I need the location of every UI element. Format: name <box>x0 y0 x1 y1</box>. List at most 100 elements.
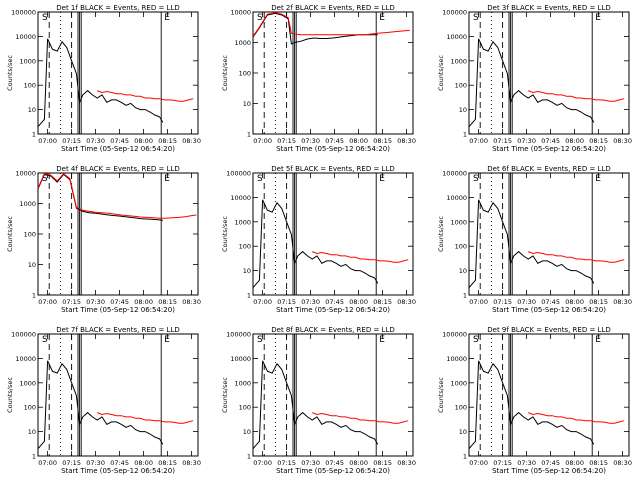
det-2f-start-mark: S <box>257 13 263 23</box>
det-7f-lld-line <box>97 412 194 424</box>
det-5f-x-tick-label: 08:00 <box>349 298 368 306</box>
det-4f-x-tick-label: 07:00 <box>38 298 57 306</box>
det-6f-title: Det 6f BLACK = Events, RED = LLD <box>487 165 610 173</box>
det-1f-y-tick-label: 100 <box>24 82 36 90</box>
det-5f-title: Det 5f BLACK = Events, RED = LLD <box>271 165 394 173</box>
det-9f-y-tick-label: 1 <box>463 453 467 461</box>
det-7f-x-label: Start Time (05-Sep-12 06:54:20) <box>61 467 175 475</box>
det-4f-x-label: Start Time (05-Sep-12 06:54:20) <box>61 306 175 314</box>
det-2f-end-mark: E <box>379 13 385 23</box>
det-7f-frame <box>37 333 199 457</box>
det-1f-x-tick-label: 07:15 <box>62 137 81 145</box>
det-8f-x-tick-label: 07:15 <box>277 459 296 467</box>
det-6f-end-mark: E <box>595 174 601 184</box>
det-9f-frame <box>468 333 630 457</box>
det-7f-x-tick-label: 07:00 <box>38 459 57 467</box>
det-2f-frame <box>252 11 414 135</box>
det-7f-y-tick-label: 10000 <box>15 355 36 363</box>
det-1f-events-line <box>37 38 164 128</box>
det-1f-x-tick-label: 08:30 <box>182 137 201 145</box>
det-8f-x-tick-label: 08:00 <box>349 459 368 467</box>
det-3f-y-tick-label: 10000 <box>446 33 467 41</box>
det-8f-panel: Det 8f BLACK = Events, RED = LLD S E 1 10 100… <box>221 326 416 475</box>
det-7f-y-label: Counts/sec <box>6 377 14 413</box>
det-1f-y-tick-label: 1 <box>32 131 36 139</box>
det-8f-y-tick-label: 10 <box>243 428 251 436</box>
det-5f-start-mark: S <box>257 174 263 184</box>
det-6f-x-tick-label: 07:00 <box>469 298 488 306</box>
det-6f-x-tick-label: 07:45 <box>541 298 560 306</box>
det-1f-title: Det 1f BLACK = Events, RED = LLD <box>56 4 179 12</box>
det-3f-x-label: Start Time (05-Sep-12 06:54:20) <box>492 145 606 153</box>
det-1f-y-tick-label: 10000 <box>15 33 36 41</box>
det-4f-title: Det 4f BLACK = Events, RED = LLD <box>56 165 179 173</box>
det-8f-end-mark: E <box>379 335 385 345</box>
det-4f-x-tick-label: 07:45 <box>110 298 129 306</box>
det-3f-title: Det 3f BLACK = Events, RED = LLD <box>487 4 610 12</box>
det-2f-x-label: Start Time (05-Sep-12 06:54:20) <box>276 145 390 153</box>
det-2f-x-tick-label: 08:15 <box>373 137 392 145</box>
det-9f-y-tick-label: 10 <box>459 428 467 436</box>
det-9f-title: Det 9f BLACK = Events, RED = LLD <box>487 326 610 334</box>
det-7f-y-tick-label: 100 <box>24 404 36 412</box>
det-8f-start-mark: S <box>257 335 263 345</box>
det-6f-y-tick-label: 1000 <box>450 218 467 226</box>
det-6f-events-line <box>468 199 595 289</box>
det-9f-x-tick-label: 07:30 <box>517 459 536 467</box>
det-7f-title: Det 7f BLACK = Events, RED = LLD <box>56 326 179 334</box>
det-6f-y-tick-label: 10000 <box>446 194 467 202</box>
det-5f-x-tick-label: 07:00 <box>253 298 272 306</box>
det-5f-panel: Det 5f BLACK = Events, RED = LLD S E 1 10 100… <box>221 165 416 314</box>
det-8f-y-tick-label: 100000 <box>226 331 251 339</box>
det-3f-events-line <box>468 38 595 128</box>
det-6f-x-label: Start Time (05-Sep-12 06:54:20) <box>492 306 606 314</box>
det-4f-y-tick-label: 10000 <box>15 170 36 178</box>
det-5f-y-tick-label: 10 <box>243 267 251 275</box>
det-2f-y-tick-label: 1000 <box>234 39 251 47</box>
det-4f-frame <box>37 172 199 296</box>
det-5f-end-mark: E <box>379 174 385 184</box>
det-1f-y-tick-label: 10 <box>28 106 36 114</box>
det-8f-y-tick-label: 1 <box>247 453 251 461</box>
det-7f-x-tick-label: 07:15 <box>62 459 81 467</box>
det-3f-y-tick-label: 100000 <box>442 9 467 17</box>
det-8f-y-tick-label: 1000 <box>234 379 251 387</box>
det-8f-x-tick-label: 08:15 <box>373 459 392 467</box>
det-8f-title: Det 8f BLACK = Events, RED = LLD <box>271 326 394 334</box>
det-2f-y-tick-label: 100 <box>239 70 251 78</box>
det-9f-x-tick-label: 08:15 <box>589 459 608 467</box>
det-3f-y-tick-label: 10 <box>459 106 467 114</box>
det-7f-panel: Det 7f BLACK = Events, RED = LLD S E 1 10 100… <box>6 326 201 475</box>
det-8f-x-tick-label: 08:30 <box>397 459 416 467</box>
det-9f-x-tick-label: 08:00 <box>565 459 584 467</box>
det-1f-panel: Det 1f BLACK = Events, RED = LLD S E 1 10 100… <box>6 4 201 153</box>
det-3f-x-tick-label: 07:15 <box>493 137 512 145</box>
det-6f-start-mark: S <box>473 174 479 184</box>
det-8f-x-tick-label: 07:30 <box>301 459 320 467</box>
det-3f-frame <box>468 11 630 135</box>
det-8f-x-tick-label: 07:45 <box>325 459 344 467</box>
det-7f-y-tick-label: 100000 <box>11 331 36 339</box>
det-9f-x-tick-label: 07:00 <box>469 459 488 467</box>
det-4f-end-mark: E <box>164 174 170 184</box>
det-2f-x-tick-label: 07:30 <box>301 137 320 145</box>
det-7f-events-line <box>37 360 164 450</box>
det-7f-x-tick-label: 08:30 <box>182 459 201 467</box>
det-7f-y-tick-label: 1000 <box>19 379 36 387</box>
det-3f-y-tick-label: 100 <box>455 82 467 90</box>
det-6f-y-tick-label: 100000 <box>442 170 467 178</box>
det-5f-y-tick-label: 1000 <box>234 218 251 226</box>
det-1f-frame <box>37 11 199 135</box>
det-7f-y-tick-label: 1 <box>32 453 36 461</box>
det-6f-x-tick-label: 08:15 <box>589 298 608 306</box>
det-6f-x-tick-label: 07:30 <box>517 298 536 306</box>
det-4f-y-tick-label: 10 <box>28 261 36 269</box>
det-2f-x-tick-label: 08:00 <box>349 137 368 145</box>
det-9f-x-tick-label: 07:45 <box>541 459 560 467</box>
det-3f-x-tick-label: 07:30 <box>517 137 536 145</box>
det-5f-y-tick-label: 100 <box>239 243 251 251</box>
det-8f-x-tick-label: 07:00 <box>253 459 272 467</box>
det-6f-frame <box>468 172 630 296</box>
